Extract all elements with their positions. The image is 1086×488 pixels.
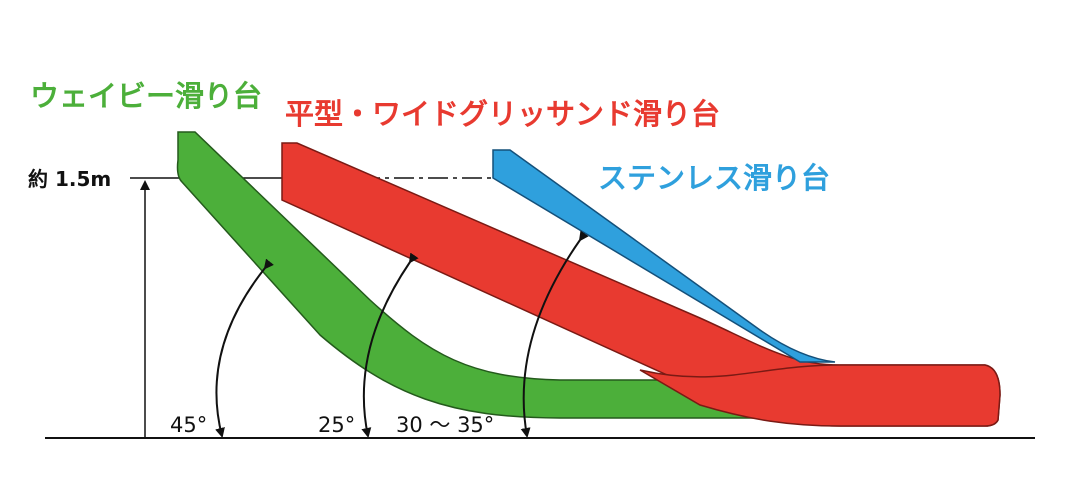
angle-arc — [361, 252, 419, 438]
height-label: 約 1.5m — [28, 167, 111, 191]
slide-label: 平型・ワイドグリッサンド滑り台 — [285, 97, 720, 131]
stainless-slide — [492, 149, 836, 363]
angle-arc — [215, 258, 274, 438]
angle-arc — [520, 230, 589, 438]
angle-label: 25° — [318, 413, 355, 437]
slide-label: ウェイビー滑り台 — [30, 79, 262, 113]
wavy-slide — [176, 131, 791, 419]
flat-slide-end — [639, 364, 1001, 427]
slide-label: ステンレス滑り台 — [598, 161, 830, 195]
angle-label: 45° — [170, 413, 207, 437]
angle-label: 30 ～ 35° — [396, 413, 494, 437]
